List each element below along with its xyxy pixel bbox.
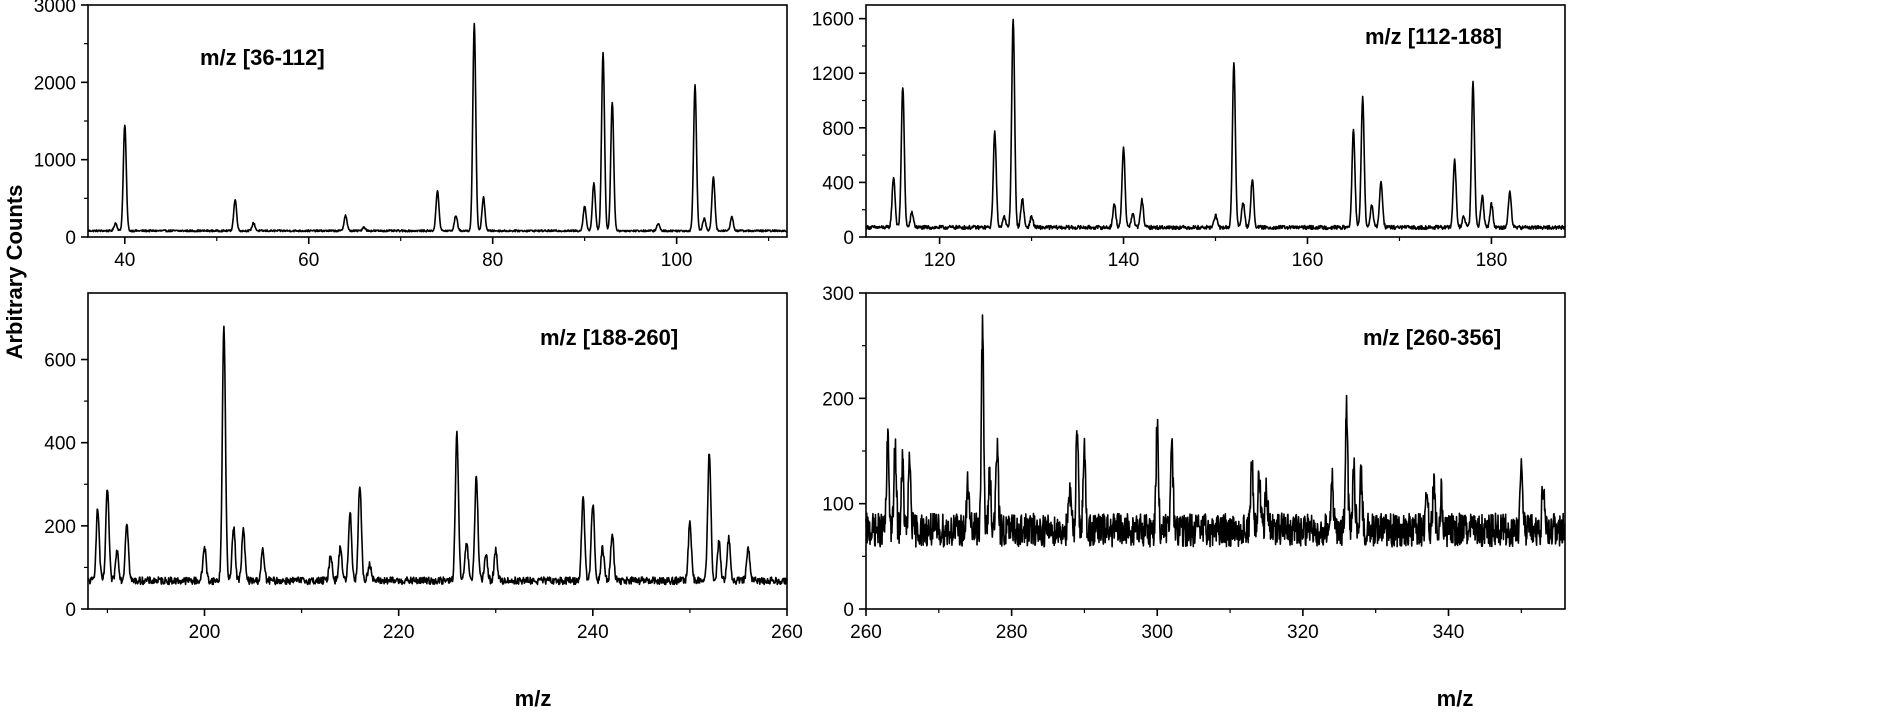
spectrum-line xyxy=(865,314,1566,548)
plot-frame xyxy=(87,292,788,610)
y-tick-label: 1600 xyxy=(812,10,854,31)
x-tick-label: 260 xyxy=(850,622,882,643)
spectrum-line xyxy=(87,325,788,586)
x-tick-label: 280 xyxy=(996,622,1028,643)
x-tick-label: 300 xyxy=(1141,622,1173,643)
panel-2: 0 400 800 1200 1600 120 140 160 180 m/z [112-188] xyxy=(812,4,1566,271)
y-tick-label: 600 xyxy=(44,351,76,372)
spectrum-line xyxy=(87,22,788,233)
panel-range-label: m/z [36-112] xyxy=(200,45,325,70)
x-axis-label-bottom-right: m/z xyxy=(1437,686,1474,711)
x-tick-label: 140 xyxy=(1108,250,1140,271)
y-tick-label: 0 xyxy=(843,228,854,249)
y-axis-label: Arbitrary Counts xyxy=(2,185,27,360)
x-tick-label: 240 xyxy=(577,622,609,643)
x-tick-label: 160 xyxy=(1292,250,1324,271)
panel-1: 0 1000 2000 3000 40 60 80 100 m/z [36-112] xyxy=(34,0,788,271)
x-tick-label: 260 xyxy=(771,622,803,643)
y-tick-label: 1000 xyxy=(34,151,76,172)
y-tick-label: 100 xyxy=(822,495,854,516)
x-tick-label: 40 xyxy=(114,250,135,271)
y-tick-label: 0 xyxy=(65,600,76,621)
y-tick-label: 3000 xyxy=(34,0,76,17)
x-tick-label: 320 xyxy=(1287,622,1319,643)
y-tick-label: 400 xyxy=(44,434,76,455)
y-tick-label: 200 xyxy=(44,517,76,538)
spectrum-line xyxy=(865,18,1566,231)
x-tick-label: 340 xyxy=(1433,622,1465,643)
y-tick-label: 800 xyxy=(822,119,854,140)
panel-3: 0 200 400 600 200 220 240 260 m/z [188-260] xyxy=(44,292,803,643)
x-tick-label: 200 xyxy=(189,622,221,643)
panel-range-label: m/z [260-356] xyxy=(1363,325,1501,350)
y-tick-label: 400 xyxy=(822,173,854,194)
panel-4: 0 100 200 300 260 280 300 320 340 m/z [260-356] xyxy=(822,284,1566,643)
y-tick-label: 300 xyxy=(822,284,854,305)
x-tick-label: 120 xyxy=(924,250,956,271)
y-tick-label: 2000 xyxy=(34,73,76,94)
y-tick-label: 0 xyxy=(65,228,76,249)
plot-frame xyxy=(87,4,788,238)
y-tick-label: 200 xyxy=(822,389,854,410)
panel-range-label: m/z [188-260] xyxy=(540,325,678,350)
x-tick-label: 100 xyxy=(661,250,693,271)
x-axis-label-bottom-left: m/z xyxy=(515,686,552,711)
y-tick-label: 0 xyxy=(843,600,854,621)
y-tick-label: 1200 xyxy=(812,64,854,85)
x-tick-label: 80 xyxy=(482,250,503,271)
x-tick-label: 180 xyxy=(1476,250,1508,271)
x-tick-label: 60 xyxy=(298,250,319,271)
x-tick-label: 220 xyxy=(383,622,415,643)
panel-range-label: m/z [112-188] xyxy=(1365,24,1502,49)
